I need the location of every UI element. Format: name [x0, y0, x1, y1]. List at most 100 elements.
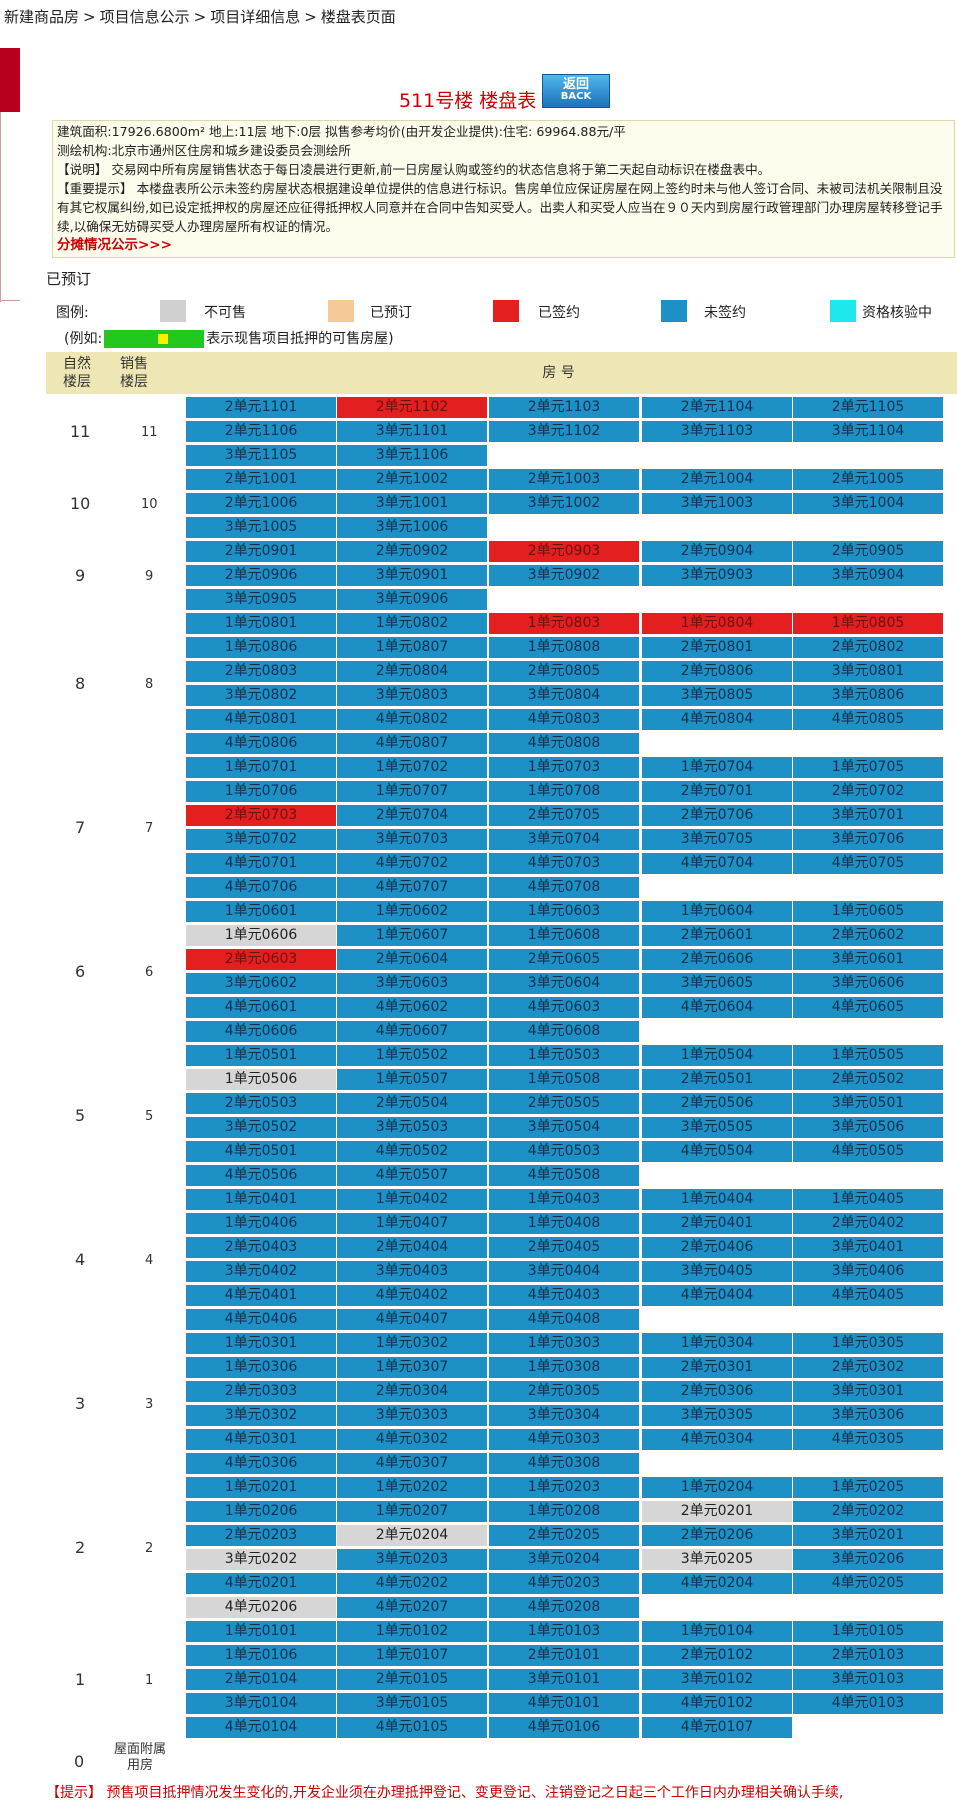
room-cell[interactable]: 3单元0505 — [642, 1117, 792, 1138]
room-cell[interactable]: 3单元0504 — [489, 1117, 639, 1138]
room-cell[interactable]: 2单元0403 — [186, 1237, 336, 1258]
room-cell[interactable]: 1单元0707 — [337, 781, 487, 802]
room-cell[interactable]: 3单元0803 — [337, 685, 487, 706]
room-cell[interactable]: 1单元0703 — [489, 757, 639, 778]
room-cell[interactable]: 2单元0302 — [793, 1357, 943, 1378]
room-cell[interactable]: 2单元0901 — [186, 541, 336, 562]
room-cell[interactable]: 2单元0201 — [642, 1501, 792, 1522]
room-cell[interactable]: 2单元0502 — [793, 1069, 943, 1090]
room-cell[interactable]: 1单元0107 — [337, 1645, 487, 1666]
room-cell[interactable]: 4单元0305 — [793, 1429, 943, 1450]
room-cell[interactable]: 2单元0301 — [642, 1357, 792, 1378]
room-cell[interactable]: 4单元0808 — [489, 733, 639, 754]
room-cell[interactable]: 4单元0602 — [337, 997, 487, 1018]
room-cell[interactable]: 4单元0506 — [186, 1165, 336, 1186]
room-cell[interactable]: 3单元1005 — [186, 517, 336, 538]
room-cell[interactable]: 2单元1002 — [337, 469, 487, 490]
room-cell[interactable]: 1单元0304 — [642, 1333, 792, 1354]
room-cell[interactable]: 3单元1105 — [186, 445, 336, 466]
room-cell[interactable]: 1单元0205 — [793, 1477, 943, 1498]
room-cell[interactable]: 2单元0603 — [186, 949, 336, 970]
room-cell[interactable]: 4单元0405 — [793, 1285, 943, 1306]
room-cell[interactable]: 2单元0306 — [642, 1381, 792, 1402]
room-cell[interactable]: 3单元0205 — [642, 1549, 792, 1570]
room-cell[interactable]: 2单元0905 — [793, 541, 943, 562]
room-cell[interactable]: 1单元0203 — [489, 1477, 639, 1498]
room-cell[interactable]: 2单元0203 — [186, 1525, 336, 1546]
room-cell[interactable]: 1单元0105 — [793, 1621, 943, 1642]
room-cell[interactable]: 4单元0608 — [489, 1021, 639, 1042]
room-cell[interactable]: 4单元0508 — [489, 1165, 639, 1186]
room-cell[interactable]: 3单元0701 — [793, 805, 943, 826]
room-cell[interactable]: 3单元0202 — [186, 1549, 336, 1570]
room-cell[interactable]: 2单元0101 — [489, 1645, 639, 1666]
room-cell[interactable]: 3单元0802 — [186, 685, 336, 706]
room-cell[interactable]: 4单元0807 — [337, 733, 487, 754]
room-cell[interactable]: 1单元0802 — [337, 613, 487, 634]
room-cell[interactable]: 3单元0705 — [642, 829, 792, 850]
room-cell[interactable]: 4单元0707 — [337, 877, 487, 898]
room-cell[interactable]: 2单元0104 — [186, 1669, 336, 1690]
room-cell[interactable]: 1单元0308 — [489, 1357, 639, 1378]
room-cell[interactable]: 4单元0306 — [186, 1453, 336, 1474]
room-cell[interactable]: 4单元0307 — [337, 1453, 487, 1474]
room-cell[interactable]: 4单元0605 — [793, 997, 943, 1018]
room-cell[interactable]: 2单元0103 — [793, 1645, 943, 1666]
room-cell[interactable]: 4单元0404 — [642, 1285, 792, 1306]
room-cell[interactable]: 2单元0105 — [337, 1669, 487, 1690]
room-cell[interactable]: 3单元0404 — [489, 1261, 639, 1282]
room-cell[interactable]: 4单元0504 — [642, 1141, 792, 1162]
room-cell[interactable]: 3单元0704 — [489, 829, 639, 850]
room-cell[interactable]: 2单元0402 — [793, 1213, 943, 1234]
room-cell[interactable]: 3单元0901 — [337, 565, 487, 586]
room-cell[interactable]: 3单元0101 — [489, 1669, 639, 1690]
room-cell[interactable]: 4单元0202 — [337, 1573, 487, 1594]
room-cell[interactable]: 3单元1104 — [793, 421, 943, 442]
room-cell[interactable]: 3单元0306 — [793, 1405, 943, 1426]
room-cell[interactable]: 2单元0806 — [642, 661, 792, 682]
breadcrumb-item-new-housing[interactable]: 新建商品房 — [4, 8, 80, 26]
room-cell[interactable]: 1单元0302 — [337, 1333, 487, 1354]
room-cell[interactable]: 3单元0203 — [337, 1549, 487, 1570]
room-cell[interactable]: 4单元0101 — [489, 1693, 639, 1714]
room-cell[interactable]: 2单元0604 — [337, 949, 487, 970]
room-cell[interactable]: 3单元0703 — [337, 829, 487, 850]
room-cell[interactable]: 2单元0501 — [642, 1069, 792, 1090]
room-cell[interactable]: 2单元0703 — [186, 805, 336, 826]
room-cell[interactable]: 3单元0403 — [337, 1261, 487, 1282]
room-cell[interactable]: 1单元0604 — [642, 901, 792, 922]
room-cell[interactable]: 3单元0304 — [489, 1405, 639, 1426]
room-cell[interactable]: 1单元0606 — [186, 925, 336, 946]
room-cell[interactable]: 1单元0807 — [337, 637, 487, 658]
room-cell[interactable]: 2单元0906 — [186, 565, 336, 586]
room-cell[interactable]: 1单元0401 — [186, 1189, 336, 1210]
room-cell[interactable]: 3单元0906 — [337, 589, 487, 610]
room-cell[interactable]: 3单元0206 — [793, 1549, 943, 1570]
room-cell[interactable]: 3单元1001 — [337, 493, 487, 514]
room-cell[interactable]: 2单元0405 — [489, 1237, 639, 1258]
room-cell[interactable]: 2单元0404 — [337, 1237, 487, 1258]
room-cell[interactable]: 4单元0803 — [489, 709, 639, 730]
room-cell[interactable]: 1单元0602 — [337, 901, 487, 922]
room-cell[interactable]: 4单元0801 — [186, 709, 336, 730]
room-cell[interactable]: 4单元0106 — [489, 1717, 639, 1738]
room-cell[interactable]: 4单元0603 — [489, 997, 639, 1018]
room-cell[interactable]: 3单元0601 — [793, 949, 943, 970]
room-cell[interactable]: 2单元1001 — [186, 469, 336, 490]
room-cell[interactable]: 4单元0406 — [186, 1309, 336, 1330]
room-cell[interactable]: 3单元1106 — [337, 445, 487, 466]
room-cell[interactable]: 4单元0503 — [489, 1141, 639, 1162]
room-cell[interactable]: 4单元0208 — [489, 1597, 639, 1618]
room-cell[interactable]: 1单元0705 — [793, 757, 943, 778]
room-cell[interactable]: 4单元0802 — [337, 709, 487, 730]
room-cell[interactable]: 1单元0406 — [186, 1213, 336, 1234]
room-cell[interactable]: 4单元0701 — [186, 853, 336, 874]
room-cell[interactable]: 2单元0803 — [186, 661, 336, 682]
room-cell[interactable]: 2单元1102 — [337, 397, 487, 418]
room-cell[interactable]: 4单元0502 — [337, 1141, 487, 1162]
room-cell[interactable]: 2单元0102 — [642, 1645, 792, 1666]
room-cell[interactable]: 3单元0303 — [337, 1405, 487, 1426]
room-cell[interactable]: 1单元0504 — [642, 1045, 792, 1066]
room-cell[interactable]: 1单元0303 — [489, 1333, 639, 1354]
room-cell[interactable]: 1单元0605 — [793, 901, 943, 922]
